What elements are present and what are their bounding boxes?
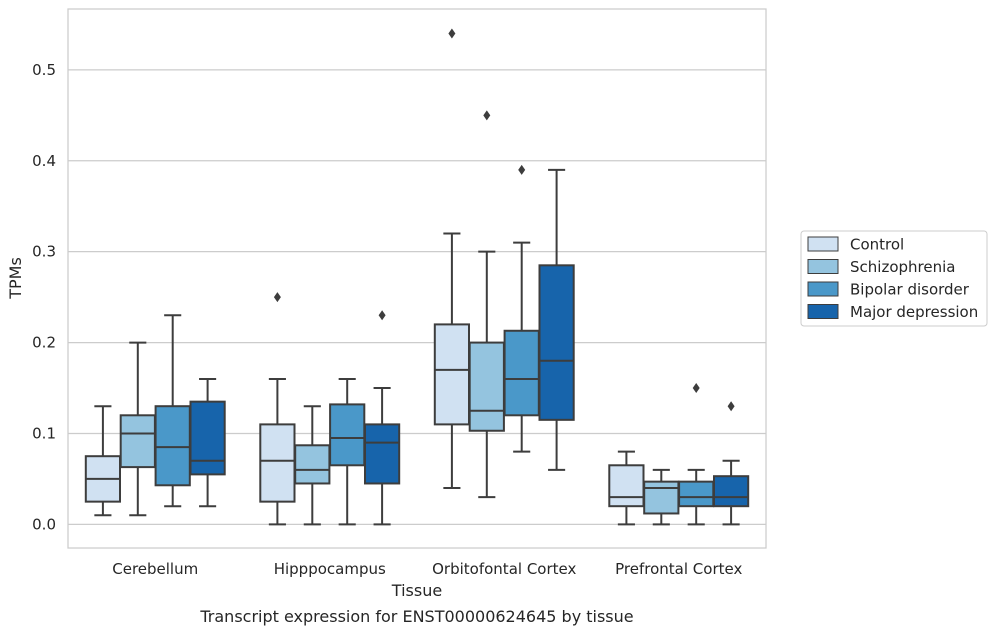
- box-group: [712, 401, 750, 526]
- box-group: [608, 450, 645, 526]
- legend-swatch: [807, 236, 839, 252]
- boxes-layer: [84, 28, 750, 526]
- box: [259, 423, 296, 503]
- outlier-marker: [273, 292, 281, 303]
- x-tick-label: Prefrontal Cortex: [615, 560, 742, 578]
- outlier-marker: [448, 28, 456, 39]
- box-group: [503, 164, 540, 453]
- box-group: [189, 377, 226, 508]
- x-tick-label: Hipppocampus: [274, 560, 386, 578]
- box-group: [678, 383, 715, 526]
- y-tick-label: 0.5: [32, 61, 56, 79]
- outlier-marker: [692, 383, 700, 394]
- y-tick-label: 0.3: [32, 243, 56, 261]
- outlier-marker: [518, 164, 526, 175]
- box: [712, 475, 750, 508]
- box: [189, 400, 226, 476]
- y-tick-label: 0.1: [32, 424, 56, 442]
- box: [643, 480, 680, 515]
- box: [538, 264, 575, 421]
- box: [608, 464, 645, 508]
- box: [678, 480, 715, 508]
- box-group: [154, 314, 191, 508]
- outlier-marker: [727, 401, 735, 412]
- legend-swatch: [807, 304, 839, 319]
- box-group: [259, 292, 296, 526]
- box-group: [433, 28, 471, 490]
- y-tick-label: 0.2: [32, 334, 56, 352]
- y-tick-label: 0.4: [32, 152, 56, 170]
- box: [119, 414, 156, 469]
- legend-label: Major depression: [850, 303, 978, 321]
- x-axis-label: Tissue: [391, 581, 442, 600]
- y-axis-ticks: 0.0 0.1 0.2 0.3 0.4 0.5: [32, 61, 56, 533]
- box-group: [363, 310, 401, 526]
- box: [294, 444, 331, 485]
- outlier-marker: [378, 310, 386, 321]
- x-tick-label: Cerebellum: [112, 560, 198, 578]
- plot-frame: [67, 8, 767, 549]
- legend-swatch: [807, 281, 839, 297]
- box-group: [468, 110, 505, 499]
- y-tick-label: 0.0: [32, 515, 56, 533]
- outlier-marker: [483, 110, 491, 121]
- box-group: [643, 468, 680, 526]
- box: [363, 423, 401, 485]
- legend-swatch: [807, 259, 839, 274]
- legend-label: Schizophrenia: [850, 258, 955, 276]
- box: [433, 323, 471, 426]
- box: [329, 403, 366, 467]
- legend: Control Schizophrenia Bipolar disorder Majo…: [800, 230, 988, 327]
- box-group: [84, 405, 122, 517]
- y-axis-label: TPMs: [6, 257, 25, 300]
- box-group: [119, 341, 156, 517]
- x-axis-ticks: Cerebellum Hipppocampus Orbitofontal Corte…: [112, 560, 742, 578]
- x-tick-label: Orbitofontal Cortex: [432, 560, 576, 578]
- legend-label: Control: [850, 236, 904, 254]
- box-group: [538, 168, 575, 471]
- box-group: [294, 405, 331, 526]
- chart-caption: Transcript expression for ENST0000062464…: [199, 607, 633, 626]
- box: [468, 341, 505, 432]
- box: [503, 329, 540, 417]
- legend-frame: [800, 230, 988, 327]
- box-group: [329, 377, 366, 526]
- box: [154, 405, 191, 487]
- legend-label: Bipolar disorder: [850, 281, 970, 299]
